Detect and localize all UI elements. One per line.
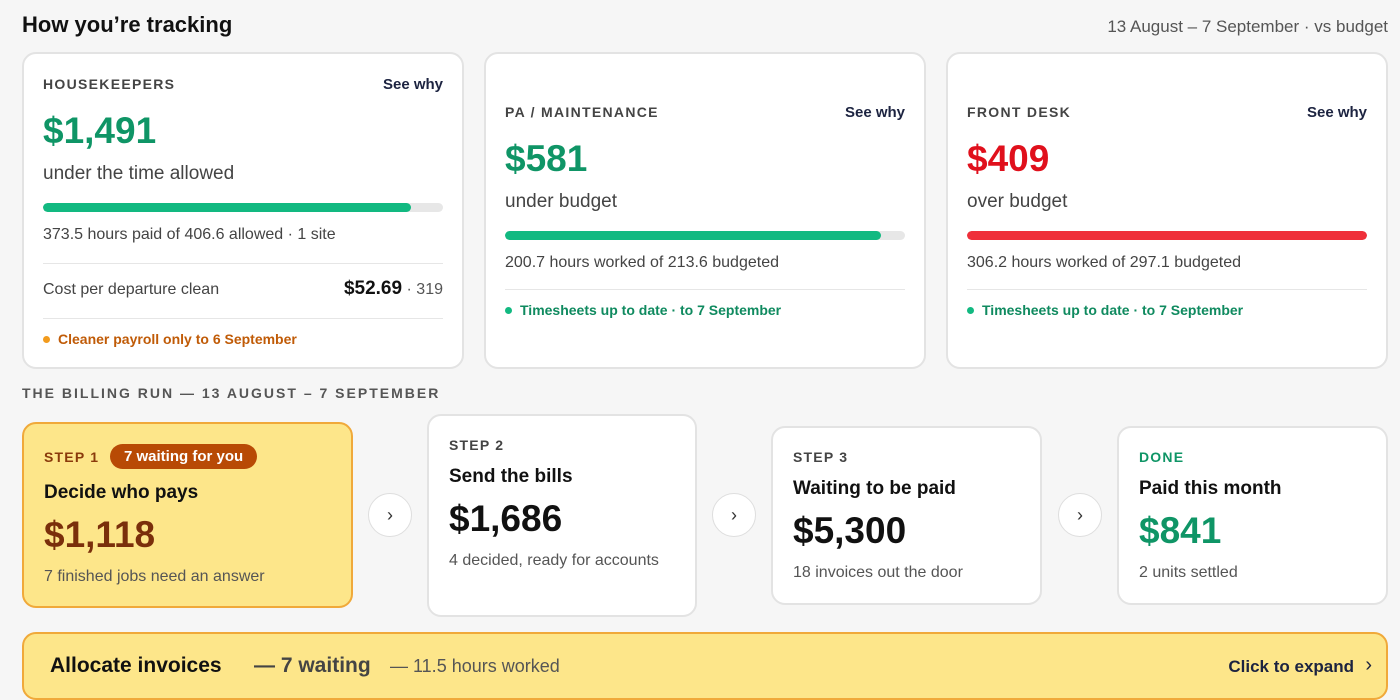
status-dot-icon <box>967 306 974 314</box>
cost-count: · 319 <box>406 281 443 298</box>
progress-bar <box>43 203 443 212</box>
step-paid-this-month[interactable]: DONE Paid this month $841 2 units settle… <box>1117 426 1388 605</box>
card-label: PA / MAINTENANCE <box>505 104 659 120</box>
card-subtitle: under the time allowed <box>43 163 235 184</box>
step-title: Paid this month <box>1139 478 1282 499</box>
card-label: FRONT DESK <box>967 104 1071 120</box>
cost-value: $52.69 · 319 <box>344 278 443 300</box>
allocate-invoices-bar[interactable]: Allocate invoices — 7 waiting — 11.5 hou… <box>22 632 1388 700</box>
step-label: STEP 1 <box>44 449 100 465</box>
timesheet-note: Timesheets up to date · to 7 September <box>505 302 781 318</box>
step-decide-who-pays[interactable]: STEP 1 7 waiting for you Decide who pays… <box>22 422 353 608</box>
step-description: 2 units settled <box>1139 564 1238 581</box>
billing-run-heading: THE BILLING RUN — 13 AUGUST – 7 SEPTEMBE… <box>22 385 441 401</box>
chevron-right-icon[interactable]: › <box>1365 654 1372 676</box>
step-label: STEP 2 <box>449 437 505 453</box>
expand-button[interactable]: Click to expand <box>1228 657 1354 676</box>
step-send-the-bills[interactable]: STEP 2 Send the bills $1,686 4 decided, … <box>427 414 697 617</box>
housekeepers-card: HOUSEKEEPERS See why $1,491 under the ti… <box>22 52 464 369</box>
divider <box>505 289 905 290</box>
date-range: 13 August – 7 September · vs budget <box>1107 17 1388 36</box>
timesheet-note: Timesheets up to date · to 7 September <box>967 302 1243 318</box>
step-title: Send the bills <box>449 466 573 487</box>
payroll-note: Cleaner payroll only to 6 September <box>43 331 297 347</box>
see-why-link[interactable]: See why <box>844 104 905 121</box>
allocate-waiting-count: — 7 waiting <box>254 654 371 677</box>
step-amount: $841 <box>1139 510 1222 551</box>
card-amount: $1,491 <box>43 110 157 151</box>
chevron-right-icon: › <box>731 504 737 525</box>
see-why-link[interactable]: See why <box>382 76 443 93</box>
card-amount: $409 <box>967 138 1050 179</box>
step-description: 7 finished jobs need an answer <box>44 568 265 585</box>
card-label: HOUSEKEEPERS <box>43 76 176 92</box>
step-title: Decide who pays <box>44 482 199 503</box>
card-subtitle: under budget <box>505 191 617 212</box>
divider <box>967 289 1367 290</box>
see-why-link[interactable]: See why <box>1306 104 1367 121</box>
step-label: DONE <box>1139 449 1185 465</box>
card-detail: 373.5 hours paid of 406.6 allowed · 1 si… <box>43 226 336 243</box>
progress-bar <box>967 231 1367 240</box>
progress-bar <box>505 231 905 240</box>
divider <box>43 263 443 264</box>
pa-maintenance-card: PA / MAINTENANCE See why $581 under budg… <box>484 52 926 369</box>
next-step-arrow-button[interactable]: › <box>368 493 412 537</box>
note-text: Cleaner payroll only to 6 September <box>58 331 297 347</box>
waiting-badge: 7 waiting for you <box>110 444 258 469</box>
step-label: STEP 3 <box>793 449 849 465</box>
progress-fill <box>967 231 1367 240</box>
progress-fill <box>505 231 881 240</box>
note-text: Timesheets up to date · to 7 September <box>982 302 1244 318</box>
next-step-arrow-button[interactable]: › <box>712 493 756 537</box>
card-amount: $581 <box>505 138 588 179</box>
progress-fill <box>43 203 411 212</box>
chevron-right-icon: › <box>387 504 393 525</box>
card-detail: 306.2 hours worked of 297.1 budgeted <box>967 254 1241 271</box>
note-text: Timesheets up to date · to 7 September <box>520 302 782 318</box>
front-desk-card: FRONT DESK See why $409 over budget 306.… <box>946 52 1388 369</box>
card-subtitle: over budget <box>967 191 1068 212</box>
cost-amount: $52.69 <box>343 278 403 299</box>
chevron-right-icon: › <box>1077 504 1083 525</box>
next-step-arrow-button[interactable]: › <box>1058 493 1102 537</box>
step-description: 4 decided, ready for accounts <box>449 552 659 569</box>
card-detail: 200.7 hours worked of 213.6 budgeted <box>505 254 779 271</box>
page-title: How you’re tracking <box>22 12 233 37</box>
step-amount: $1,118 <box>44 514 156 555</box>
step-description: 18 invoices out the door <box>793 564 963 581</box>
allocate-title: Allocate invoices <box>50 654 222 677</box>
divider <box>43 318 443 319</box>
status-dot-icon <box>505 306 512 314</box>
step-title: Waiting to be paid <box>793 478 956 499</box>
warning-dot-icon <box>43 335 50 343</box>
cost-label: Cost per departure clean <box>43 281 220 298</box>
step-amount: $1,686 <box>449 498 563 539</box>
allocate-hours: — 11.5 hours worked <box>390 656 560 676</box>
step-waiting-to-be-paid[interactable]: STEP 3 Waiting to be paid $5,300 18 invo… <box>771 426 1042 605</box>
step-amount: $5,300 <box>793 510 907 551</box>
